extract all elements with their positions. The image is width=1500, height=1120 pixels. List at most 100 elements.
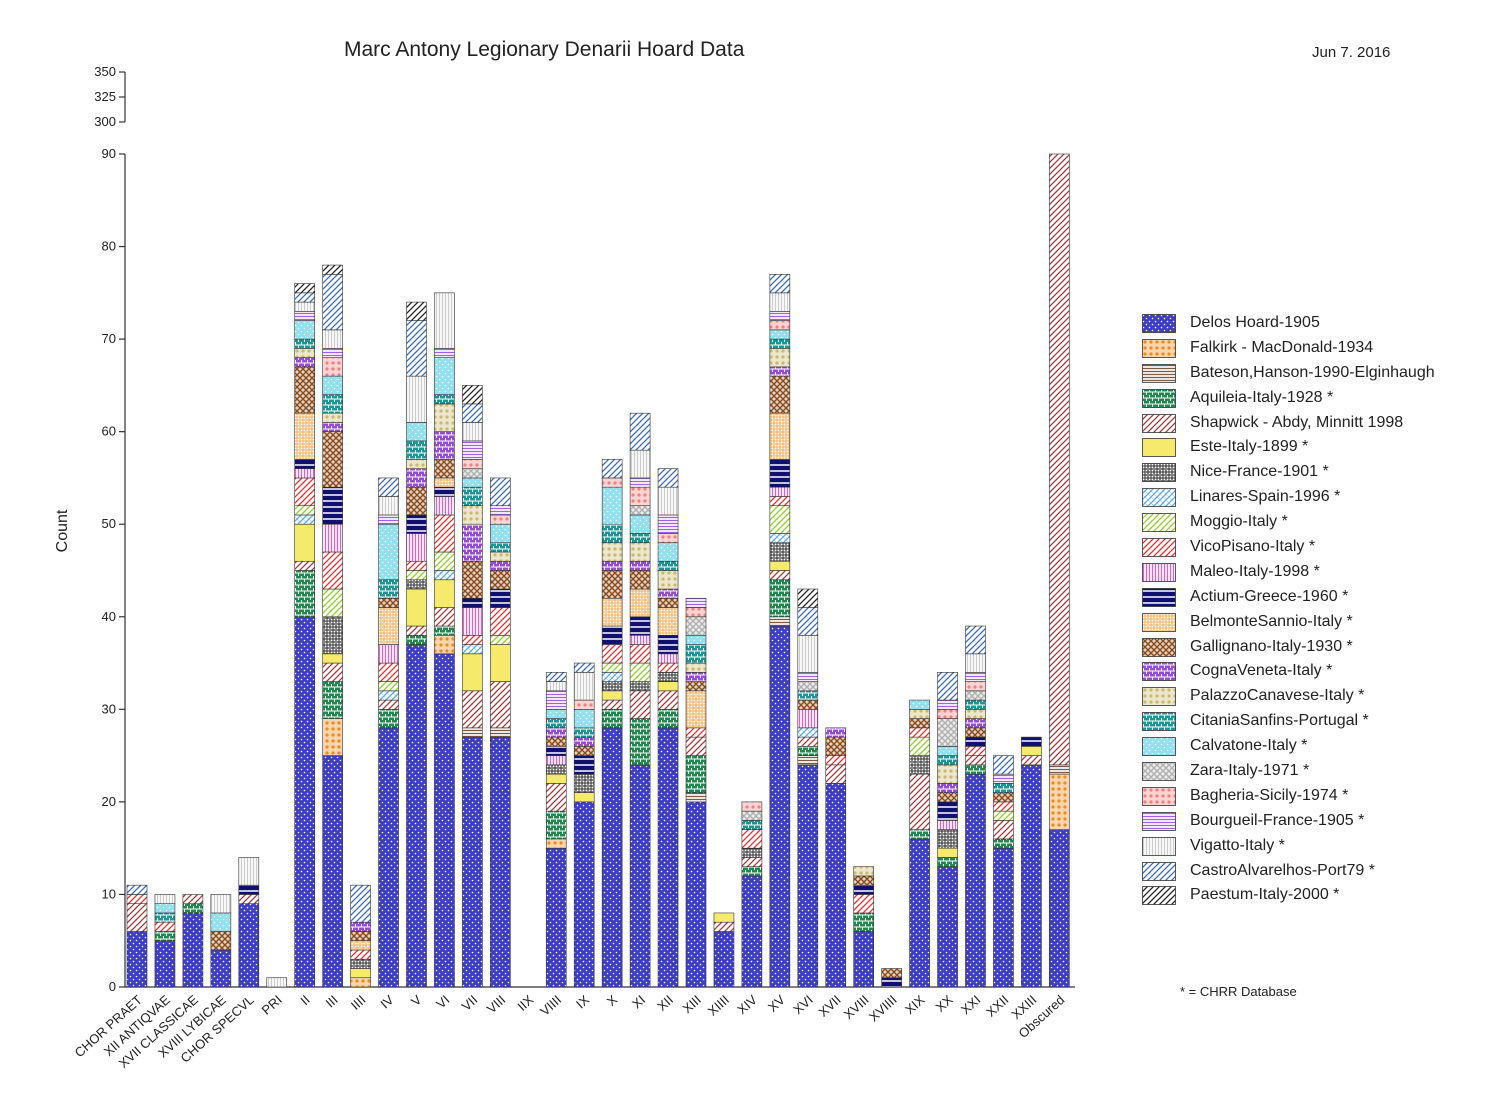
bar-segment xyxy=(657,560,679,571)
bar-segment xyxy=(545,681,567,692)
bar-segment xyxy=(909,727,930,738)
bar-segment xyxy=(238,884,260,895)
bar-segment xyxy=(462,477,483,488)
bar-segment xyxy=(434,486,455,497)
chart-date: Jun 7. 2016 xyxy=(1312,44,1391,61)
bar-segment xyxy=(294,514,316,525)
bar-segment xyxy=(406,301,427,321)
bar-segment xyxy=(406,634,427,645)
bar-segment xyxy=(434,292,455,349)
legend-swatch xyxy=(1142,413,1176,433)
bar-segment xyxy=(462,690,483,729)
bar-segment xyxy=(406,579,427,590)
bar-segment xyxy=(434,607,455,627)
bar-segment xyxy=(462,634,483,645)
bar-segment xyxy=(462,597,483,608)
bar-segment xyxy=(1049,829,1070,988)
bar-segment xyxy=(657,514,679,534)
bar-segment xyxy=(993,801,1014,812)
bar-segment xyxy=(993,755,1014,775)
bar-segment xyxy=(993,838,1014,849)
bar-segment xyxy=(937,847,958,858)
legend-swatch xyxy=(1142,712,1176,732)
bar-segment xyxy=(601,672,623,682)
bar-segment xyxy=(490,570,511,590)
bar-segment xyxy=(350,968,371,979)
bar-segment xyxy=(993,820,1014,840)
category-label: XXII xyxy=(983,992,1011,1020)
bar-segment xyxy=(741,829,763,849)
y-tick-label: 30 xyxy=(102,701,116,716)
bar-segment xyxy=(462,403,483,423)
category-label: XII xyxy=(654,992,676,1014)
bar-segment xyxy=(629,690,651,719)
bar-stack xyxy=(993,755,1014,988)
legend-label: Gallignano-Italy-1930 * xyxy=(1190,637,1353,655)
bar-segment xyxy=(322,755,343,988)
bar-segment xyxy=(629,588,651,618)
bar-segment xyxy=(601,625,623,645)
bar-segment xyxy=(322,588,343,618)
bar-stack xyxy=(853,866,875,988)
bar-segment xyxy=(294,570,316,618)
bar-segment xyxy=(294,292,316,303)
bar-segment xyxy=(406,560,427,571)
category-label: IIII xyxy=(348,992,369,1013)
bar-segment xyxy=(406,514,427,534)
bar-segment xyxy=(266,977,288,988)
bar-segment xyxy=(741,875,763,988)
bar-segment xyxy=(657,662,679,673)
bar-stack xyxy=(573,662,595,988)
bar-segment xyxy=(434,634,455,655)
legend-label: Este-Italy-1899 * xyxy=(1190,438,1309,456)
category-label: III xyxy=(323,992,341,1010)
legend-swatch xyxy=(1142,762,1176,781)
category-label: X xyxy=(604,992,621,1009)
y-tick-label: 300 xyxy=(94,114,116,129)
bar-stack xyxy=(1049,153,1070,988)
bar-segment xyxy=(965,672,986,682)
bar-segment xyxy=(657,690,679,710)
legend-label: Vigatto-Italy * xyxy=(1190,836,1285,854)
bar-segment xyxy=(462,486,483,507)
legend-label: Nice-France-1901 * xyxy=(1190,463,1329,481)
bar-segment xyxy=(769,348,791,368)
bar-segment xyxy=(713,931,735,988)
bar-segment xyxy=(825,764,847,784)
bar-segment xyxy=(490,588,511,608)
bar-segment xyxy=(434,348,455,358)
category-label: II xyxy=(297,992,312,1008)
bar-segment xyxy=(378,662,399,682)
category-label: XIIII xyxy=(705,992,732,1019)
bar-stack xyxy=(657,468,679,988)
bar-segment xyxy=(937,718,958,747)
category-label: XIV xyxy=(734,992,760,1017)
bar-segment xyxy=(853,875,875,886)
bar-segment xyxy=(909,838,930,988)
bar-segment xyxy=(406,440,427,460)
bar-segment xyxy=(378,477,399,497)
bar-segment xyxy=(657,607,679,636)
bar-segment xyxy=(937,857,958,867)
bar-segment xyxy=(378,644,399,664)
bar-segment xyxy=(462,422,483,442)
bar-segment xyxy=(713,921,735,932)
bar-segment xyxy=(853,894,875,914)
legend-swatch xyxy=(1142,388,1176,408)
bar-segment xyxy=(378,514,399,525)
bar-segment xyxy=(294,320,316,340)
bar-segment xyxy=(769,412,791,460)
bar-segment xyxy=(378,699,399,710)
bar-stack xyxy=(210,894,232,988)
bar-segment xyxy=(294,412,316,460)
bar-segment xyxy=(573,662,595,673)
bar-segment xyxy=(1021,746,1042,756)
bar-segment xyxy=(993,847,1014,988)
bar-stack xyxy=(154,894,176,988)
legend-label: Actium-Greece-1960 * xyxy=(1190,587,1349,605)
bar-segment xyxy=(685,644,707,664)
bar-segment xyxy=(769,533,791,544)
bar-segment xyxy=(154,931,176,942)
bar-stack xyxy=(322,264,343,988)
bar-segment xyxy=(769,616,791,627)
